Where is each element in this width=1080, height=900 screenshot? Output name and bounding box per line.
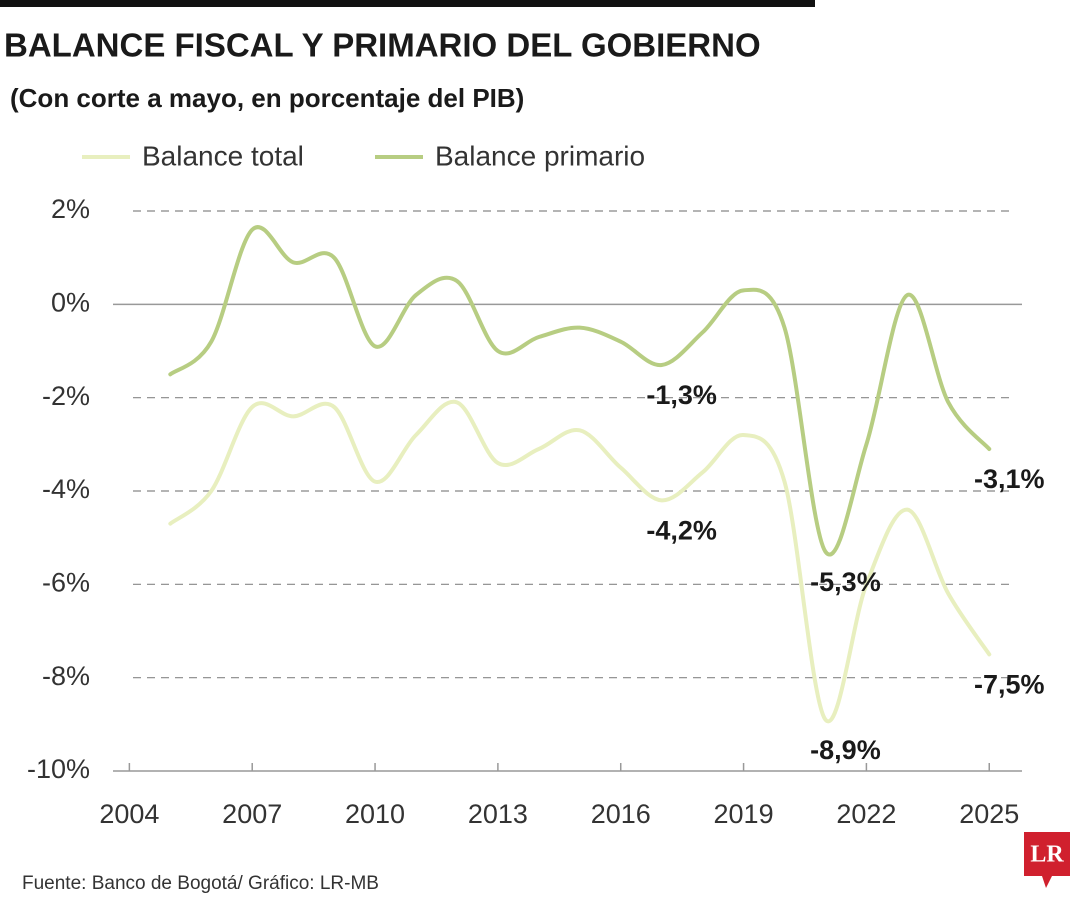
x-tick-label: 2013 [468,799,528,829]
y-tick-label: -2% [42,381,90,411]
logo-box [1024,832,1070,888]
data-label: -7,5% [974,669,1045,699]
x-tick-label: 2010 [345,799,405,829]
data-label: -3,1% [974,464,1045,494]
x-tick-label: 2004 [99,799,159,829]
chart-title: BALANCE FISCAL Y PRIMARIO DEL GOBIERNO [4,27,761,64]
y-tick-label: 2% [51,194,90,224]
y-tick-label: 0% [51,287,90,317]
top-bar [0,0,815,7]
x-tick-label: 2007 [222,799,282,829]
data-label: -8,9% [810,735,881,765]
logo-text: LR [1030,842,1064,868]
legend-label: Balance total [142,140,304,171]
legend-label: Balance primario [435,140,645,171]
data-label: -4,2% [646,515,717,545]
x-tick-label: 2022 [836,799,896,829]
chart-subtitle: (Con corte a mayo, en porcentaje del PIB… [10,83,524,113]
y-tick-label: -6% [42,567,90,597]
data-label: -1,3% [646,380,717,410]
y-tick-label: -10% [27,754,90,784]
source: Fuente: Banco de Bogotá/ Gráfico: LR-MB [22,873,379,894]
x-tick-label: 2016 [591,799,651,829]
series-line [168,399,992,724]
x-tick-label: 2025 [959,799,1019,829]
y-tick-label: -4% [42,474,90,504]
y-tick-label: -8% [42,661,90,691]
series-line [168,225,992,557]
logo: LR [1024,832,1070,888]
x-tick-label: 2019 [714,799,774,829]
data-label: -5,3% [810,567,881,597]
